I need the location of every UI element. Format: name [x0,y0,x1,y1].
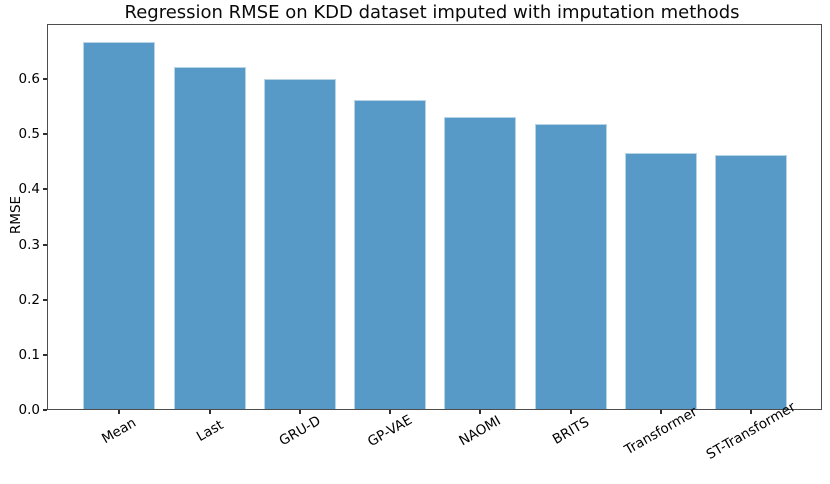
x-tick-mark [298,410,301,414]
y-tick-label: 0.6 [18,71,40,88]
y-tick-mark [43,353,47,356]
bar-last [173,66,246,409]
y-tick-label: 0.3 [18,236,40,253]
bar-brits [534,124,607,409]
bar-transformer [624,152,697,409]
x-tick-mark [389,410,392,414]
y-tick-mark [43,298,47,301]
x-tick-label: Mean [99,414,140,448]
x-tick-mark [118,410,121,414]
y-tick-label: 0.5 [18,126,40,143]
plot-area [47,24,822,410]
bar-gp-vae [354,99,427,409]
y-tick-mark [43,243,47,246]
x-tick-label: GP-VAE [365,411,416,451]
x-tick-label: NAOMI [456,412,505,450]
chart-title: Regression RMSE on KDD dataset imputed w… [124,2,740,23]
x-tick-label: GRU-D [276,412,324,450]
x-tick-mark [569,410,572,414]
bar-mean [83,42,156,409]
y-tick-label: 0.0 [18,402,40,418]
x-tick-label: Last [193,417,226,445]
y-tick-mark [43,133,47,136]
y-tick-mark [43,78,47,81]
x-tick-mark [750,410,753,414]
y-tick-label: 0.1 [18,346,40,363]
y-tick-label: 0.4 [18,181,40,198]
x-tick-mark [479,410,482,414]
y-tick-label: 0.2 [18,291,40,308]
x-tick-mark [659,410,662,414]
x-tick-mark [208,410,211,414]
bar-gru-d [263,78,336,409]
y-tick-mark [43,409,47,411]
y-tick-mark [43,188,47,191]
bar-st-transformer [715,155,788,409]
y-axis-label: RMSE [8,195,24,235]
bar-naomi [444,117,517,409]
x-tick-label: BRITS [549,414,592,448]
